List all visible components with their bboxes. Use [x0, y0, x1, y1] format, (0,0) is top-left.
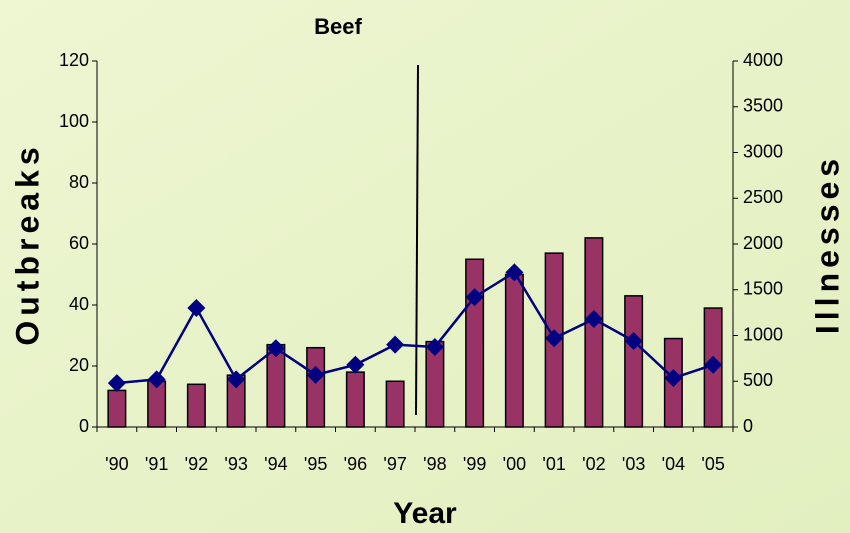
marker: [545, 329, 564, 348]
marker: [346, 355, 365, 374]
marker: [584, 310, 603, 329]
marker: [704, 355, 723, 374]
y-tick-label: 60: [69, 233, 89, 253]
y2-tick-label: 3000: [743, 141, 783, 161]
marker: [624, 331, 643, 350]
x-tick-label: '03: [622, 454, 645, 474]
y2-tick-label: 2500: [743, 187, 783, 207]
y2-tick-label: 500: [743, 370, 773, 390]
marker: [505, 263, 524, 282]
bar: [624, 295, 644, 428]
marker: [664, 369, 683, 388]
y2-axis-label: Illnesses: [809, 154, 845, 334]
bar: [465, 258, 485, 428]
y2-tick-label: 1000: [743, 324, 783, 344]
marker: [187, 299, 206, 318]
bar: [107, 389, 127, 428]
marker: [425, 337, 444, 356]
x-tick-label: '05: [701, 454, 724, 474]
bar: [306, 346, 326, 428]
divider-line: [415, 64, 419, 416]
bar: [504, 273, 524, 428]
y-tick-label: 100: [59, 111, 89, 131]
marker: [465, 288, 484, 307]
x-tick-label: '04: [662, 454, 685, 474]
marker: [386, 335, 405, 354]
x-tick-label: '00: [503, 454, 526, 474]
bar: [385, 380, 405, 428]
y2-tick-label: 0: [743, 416, 753, 436]
bar: [584, 237, 604, 428]
x-tick-label: '94: [264, 454, 287, 474]
x-tick-label: '98: [423, 454, 446, 474]
bar: [186, 383, 206, 428]
y2-tick-label: 2000: [743, 233, 783, 253]
marker: [227, 370, 246, 389]
x-tick-label: '99: [463, 454, 486, 474]
y-tick-label: 120: [59, 50, 89, 70]
y-tick-label: 80: [69, 172, 89, 192]
x-tick-label: '90: [105, 454, 128, 474]
x-tick-label: '93: [224, 454, 247, 474]
y2-tick-label: 1500: [743, 279, 783, 299]
x-tick-label: '02: [582, 454, 605, 474]
x-tick-label: '95: [304, 454, 327, 474]
x-tick-label: '96: [344, 454, 367, 474]
line: [116, 270, 714, 385]
marker: [306, 365, 325, 384]
marker: [107, 374, 126, 393]
x-tick-label: '97: [383, 454, 406, 474]
marker: [147, 370, 166, 389]
y-tick-label: 20: [69, 355, 89, 375]
x-tick-label: '01: [542, 454, 565, 474]
x-tick-label: '91: [145, 454, 168, 474]
chart-title: Beef: [314, 14, 362, 39]
y-tick-label: 40: [69, 294, 89, 314]
x-axis-label: Year: [393, 497, 457, 530]
x-tick-label: '92: [185, 454, 208, 474]
bar: [345, 371, 365, 428]
y2-tick-label: 4000: [743, 50, 783, 70]
marker: [266, 339, 285, 358]
y2-tick-label: 3500: [743, 96, 783, 116]
y-tick-label: 0: [79, 416, 89, 436]
y-axis-label: Outbreaks: [9, 142, 45, 345]
